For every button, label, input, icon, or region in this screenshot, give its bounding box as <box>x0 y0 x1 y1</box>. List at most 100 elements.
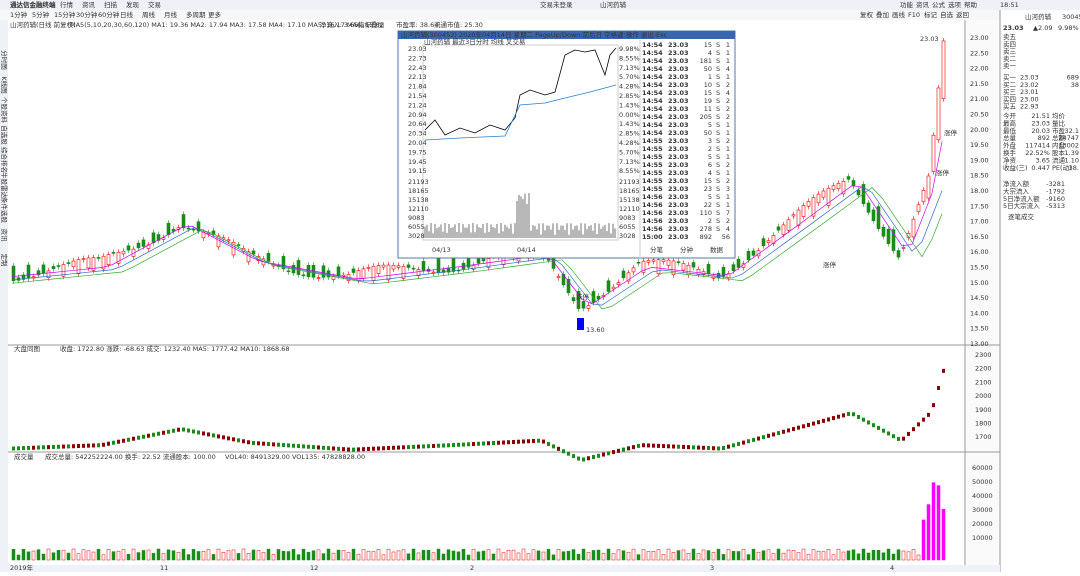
tick-cell: 2 <box>726 137 730 145</box>
vol-bar <box>721 554 726 561</box>
tick-cell: S <box>716 177 720 185</box>
vol-bar <box>186 554 191 561</box>
label: 量比 <box>1052 118 1066 127</box>
candle <box>586 305 591 309</box>
label: 21.50 <box>970 80 989 88</box>
index-bar <box>647 443 650 448</box>
label: 20.50 <box>970 111 989 119</box>
tick-cell: 2 <box>726 113 730 121</box>
label: 山河药辅(300452) 2020年04月14日 星期二 PageUp/Down… <box>401 30 668 39</box>
vol-bar <box>346 552 351 561</box>
tick-cell: S <box>716 49 720 57</box>
index-bar <box>862 417 865 422</box>
index-bar <box>852 412 855 417</box>
candle <box>356 270 361 281</box>
index-bar <box>872 423 875 428</box>
label: 6055 <box>408 223 425 231</box>
index-bar <box>572 454 575 459</box>
tick-cell: 181 <box>700 57 712 65</box>
vol-bar <box>406 553 411 561</box>
index-bar <box>92 443 95 448</box>
label: 5.70% <box>619 148 640 156</box>
intraday-line <box>424 47 617 136</box>
tick-cell: S <box>716 89 720 97</box>
vol-bar <box>161 553 166 561</box>
label: 画线 <box>892 10 906 19</box>
index-bar <box>907 431 910 436</box>
vol-bar <box>901 550 906 561</box>
label: 21.54 <box>408 92 427 100</box>
tick-cell: S <box>716 137 720 145</box>
index-bar <box>642 443 645 448</box>
label: 22.50 <box>970 49 989 57</box>
label: 12110 <box>619 205 640 213</box>
vol-bar <box>66 552 71 561</box>
candle <box>611 286 616 290</box>
label: 23.03 <box>1031 119 1050 127</box>
vol-bar <box>816 550 821 561</box>
candle <box>101 255 106 270</box>
index-bar <box>472 442 475 447</box>
index-bar <box>382 446 385 451</box>
candle <box>571 297 576 302</box>
tick-cell: 14:56 <box>642 209 663 217</box>
candle <box>806 201 811 207</box>
candle <box>211 230 216 235</box>
candle <box>921 190 926 203</box>
tick-cell: 1 <box>726 129 730 137</box>
candle <box>851 180 856 187</box>
vol-bar <box>616 549 621 561</box>
label: 15.50 <box>970 264 989 272</box>
popup <box>397 30 736 259</box>
tick-cell: 1 <box>726 41 730 49</box>
vol-bar <box>646 551 651 561</box>
candle <box>386 264 391 281</box>
candle <box>926 175 931 199</box>
vol-bar <box>736 551 741 561</box>
label: 689 <box>1067 74 1079 82</box>
label: 19.75 <box>408 148 427 156</box>
index-bar <box>377 446 380 451</box>
label: 数据 <box>710 245 724 254</box>
index-bar <box>352 447 355 452</box>
label: 卖四 <box>1003 40 1016 48</box>
candle <box>761 238 766 247</box>
vol-bar <box>326 548 331 561</box>
tick-cell: 4 <box>708 169 712 177</box>
index-bar <box>117 439 120 444</box>
candle <box>716 272 721 279</box>
label: 外盘 <box>1003 141 1017 150</box>
label: 9083 <box>408 214 425 222</box>
label: VOL40: 8491329.00 VOL135: 47828828.00 <box>225 453 365 461</box>
vol-bar <box>426 550 431 561</box>
label: 5日大宗流入 <box>1003 201 1040 210</box>
label: 10000 <box>972 534 993 542</box>
tick-cell: 23.03 <box>668 97 689 105</box>
candle <box>226 239 231 242</box>
tick-cell: 23.03 <box>668 185 689 193</box>
candle <box>636 261 641 264</box>
index-bar <box>307 444 310 449</box>
candle <box>796 209 801 227</box>
vol-bar <box>236 553 241 561</box>
vol-bar <box>926 504 931 561</box>
vol-bar <box>466 554 471 561</box>
index-bar <box>207 432 210 437</box>
label: PE(动) <box>1052 164 1072 172</box>
tick-cell: S <box>716 201 720 209</box>
index-bar <box>192 429 195 434</box>
candle <box>816 193 821 204</box>
candle <box>936 87 941 141</box>
index-bar <box>262 441 265 446</box>
index-bar <box>817 420 820 425</box>
label: 逐笔成交 <box>1008 212 1035 221</box>
tick-cell: 14:55 <box>642 177 663 185</box>
label: 2000 <box>975 392 992 400</box>
index-bar <box>427 444 430 449</box>
index-bar <box>137 435 140 440</box>
label: 23.00 <box>970 34 989 42</box>
label: 17.50 <box>970 202 989 210</box>
label: 1分钟 <box>10 10 28 19</box>
vol-bar <box>741 549 746 561</box>
candle <box>336 266 341 277</box>
